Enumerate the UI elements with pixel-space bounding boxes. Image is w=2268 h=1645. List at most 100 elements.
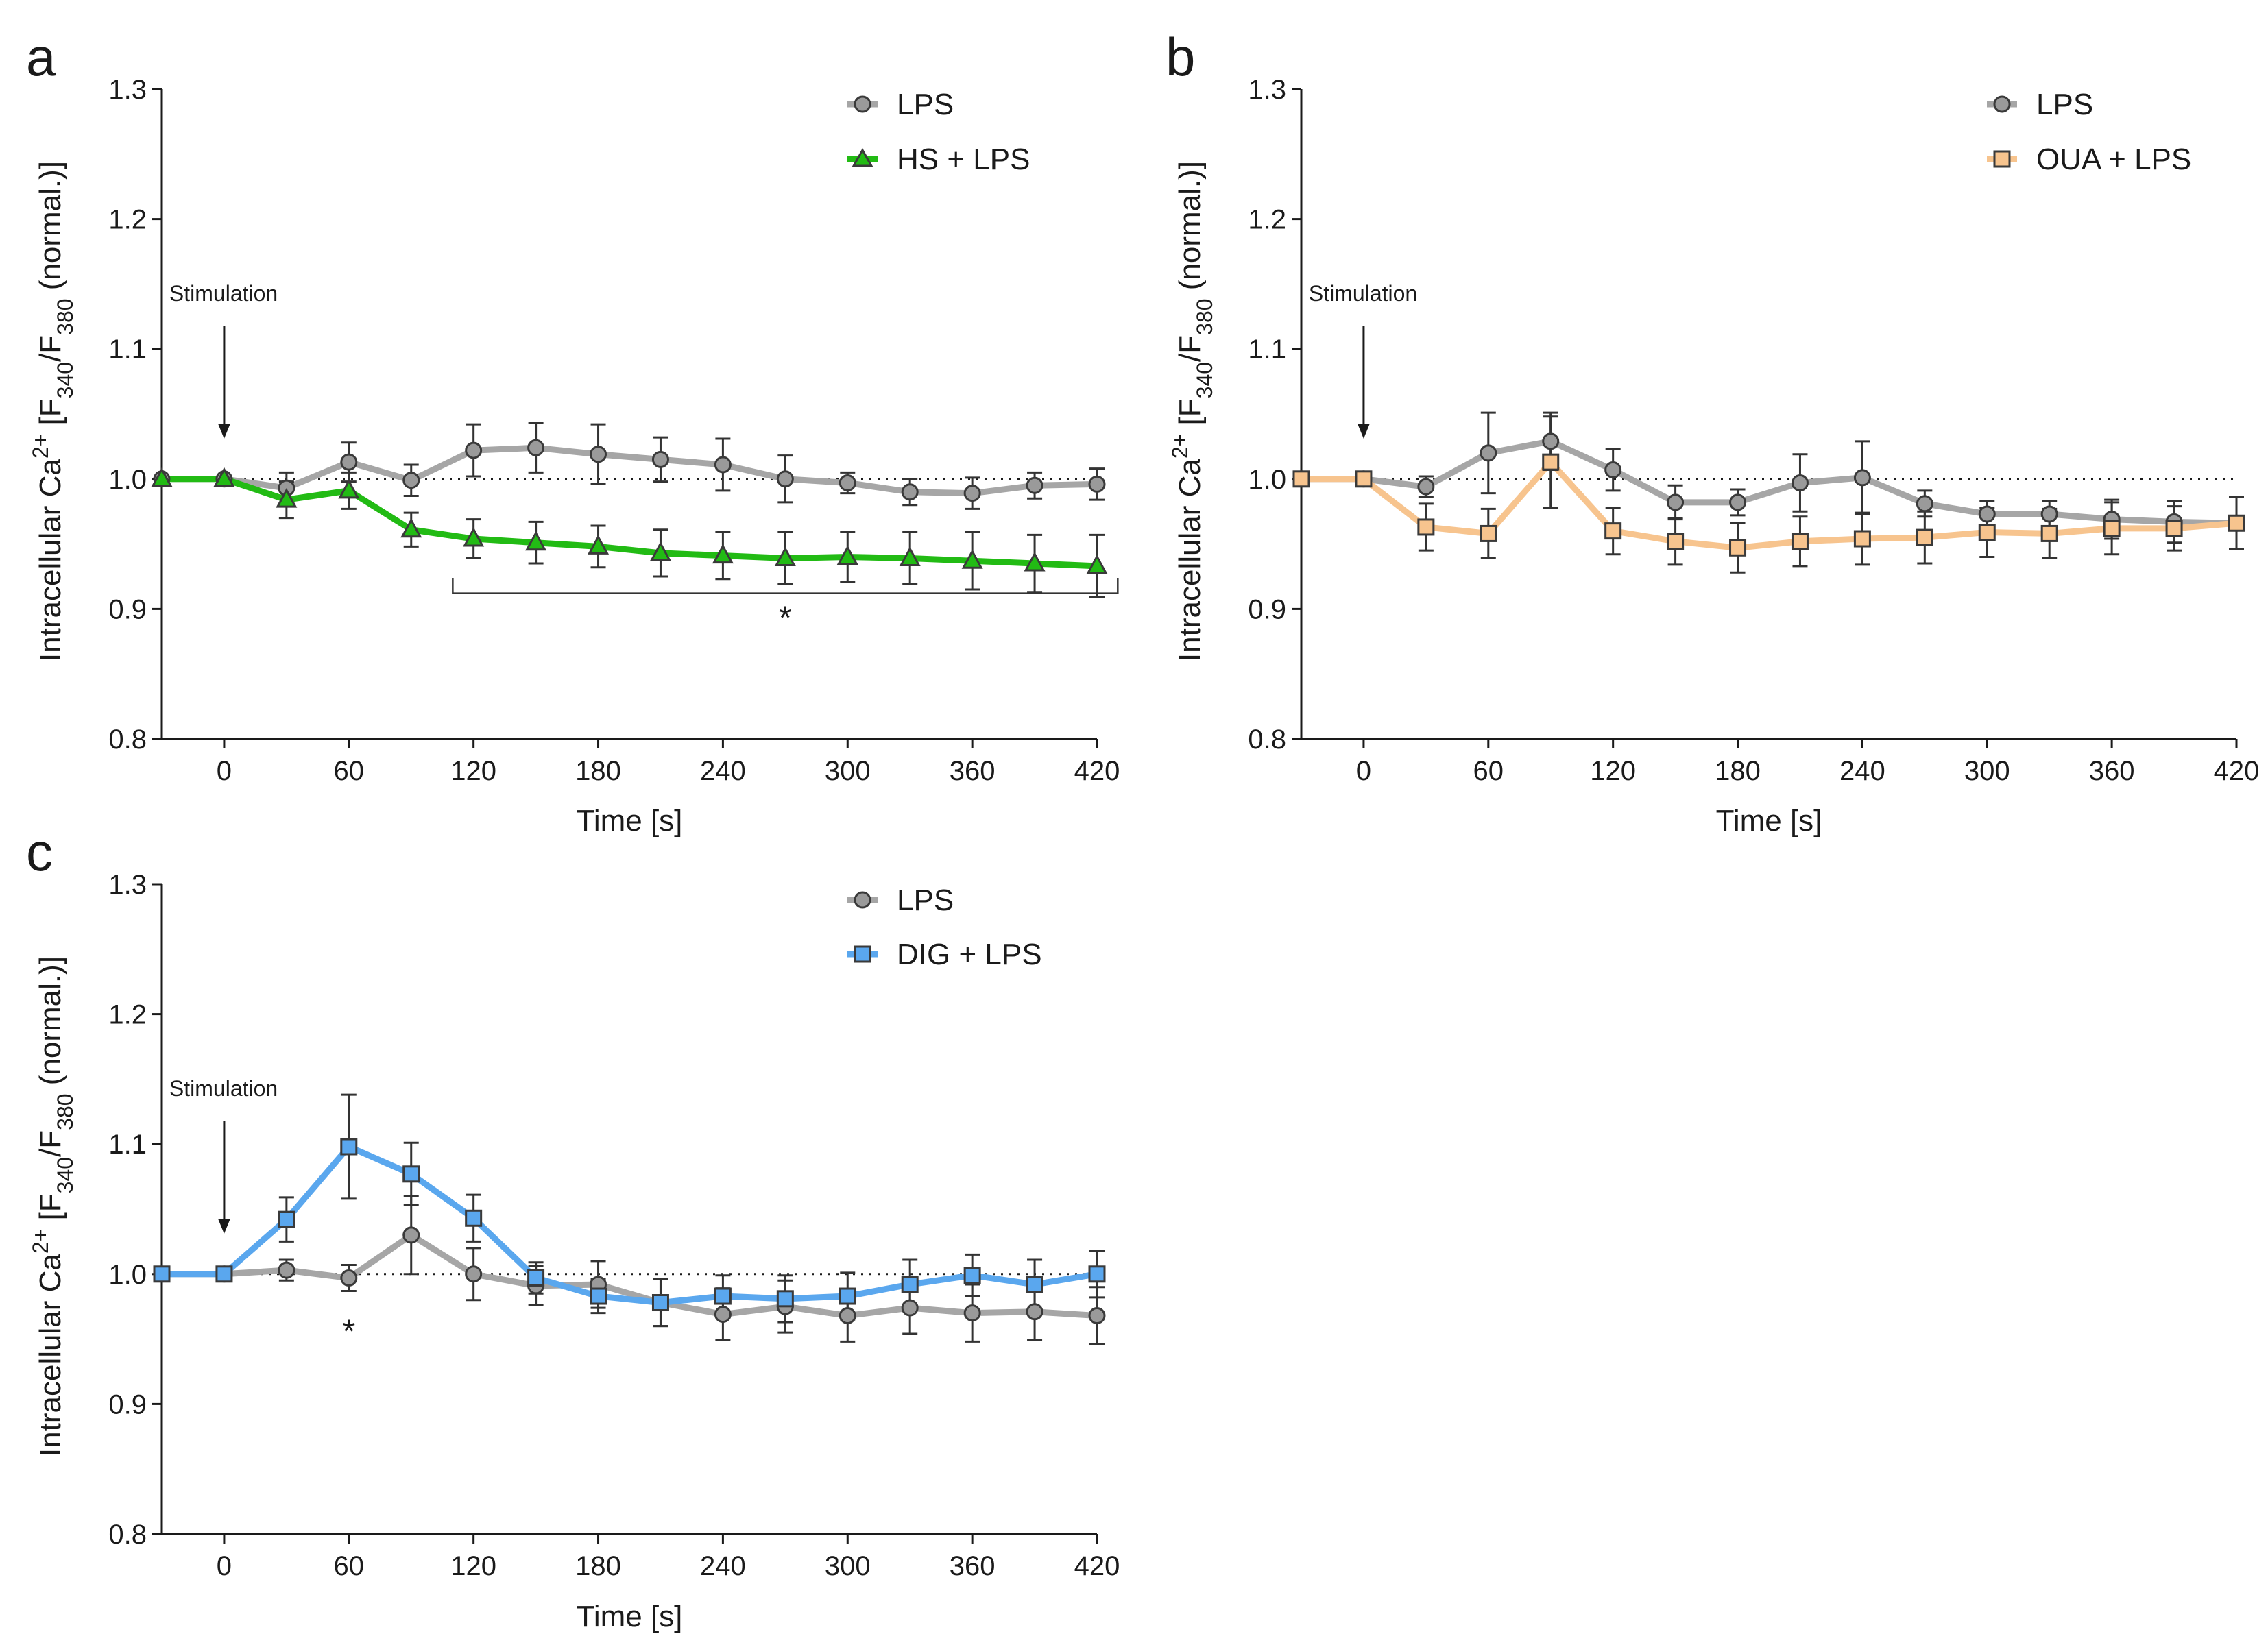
panel-c-series-dig-lps-point bbox=[839, 1287, 856, 1305]
panel-c-series-lps-point bbox=[278, 1261, 295, 1279]
panel-a-x-tick-label: 120 bbox=[450, 756, 496, 786]
panel-c-x-tick-label: 300 bbox=[825, 1551, 871, 1581]
panel-c-series-dig-lps-point bbox=[901, 1276, 919, 1293]
panel-a-series-hs-lps-line bbox=[158, 476, 1100, 570]
panel-b-y-tick-label: 1.0 bbox=[1248, 465, 1286, 495]
panel-b-x-axis-title: Time [s] bbox=[1716, 804, 1822, 838]
panel-b-x-tick-label: 240 bbox=[1839, 756, 1885, 786]
panel-a-significance-bracket bbox=[452, 578, 1119, 594]
panel-c-letter: c bbox=[26, 822, 53, 882]
panel-c-plot: 0.8 0.9 1.0 1.1 1.2 1.3 0 60 120 180 240 300 360 420 S… bbox=[108, 870, 1120, 1581]
panel-b-x-tick-label: 60 bbox=[1473, 756, 1504, 786]
panel-c-series-dig-lps-point bbox=[963, 1267, 981, 1284]
panel-b-series-lps-point bbox=[1916, 495, 1933, 513]
panel-c-series-lps-line bbox=[158, 1232, 1100, 1319]
panel-c-x-axis-title: Time [s] bbox=[577, 1600, 683, 1633]
panel-a-series-hs-lps-point bbox=[151, 467, 173, 487]
panel-b-x-tick-label: 360 bbox=[2089, 756, 2135, 786]
panel-a-series-hs-lps-point bbox=[463, 526, 485, 547]
panel-b-legend: LPS OUA + LPS bbox=[1987, 88, 2191, 176]
panel-a-x-tick-label: 60 bbox=[334, 756, 365, 786]
panel-b-series-oua-lps-point bbox=[1791, 533, 1809, 550]
panel-a-x-tick-label: 180 bbox=[575, 756, 621, 786]
panel-a-legend-hs-label: HS + LPS bbox=[897, 143, 1030, 176]
panel-c-legend: LPS DIG + LPS bbox=[847, 884, 1042, 971]
panel-a-series-lps-point bbox=[402, 472, 420, 489]
panel-b-series-lps-point bbox=[1978, 505, 1996, 523]
panel-a-stimulation-label: Stimulation bbox=[169, 281, 278, 306]
panel-b-series-oua-lps-point bbox=[1667, 533, 1685, 550]
panel-b-y-tick-label: 1.2 bbox=[1248, 205, 1286, 235]
panel-a-series-lps-point bbox=[776, 470, 794, 488]
panel-c-series-dig-lps-point bbox=[465, 1209, 483, 1227]
panel-a-y-title: Intracellular Ca2+ [F340/F380 (normal.)] bbox=[28, 161, 77, 661]
panel-c-stimulation-arrow-head bbox=[217, 1219, 230, 1234]
panel-a-series-lps-point bbox=[340, 453, 358, 471]
panel-c-series-lps-point bbox=[714, 1306, 732, 1324]
panel-c-series-lps-point bbox=[465, 1265, 483, 1283]
panel-b-series-oua-lps-point bbox=[2103, 520, 2121, 537]
panel-a-series-lps-point bbox=[1026, 476, 1043, 494]
panel-a-series-hs-lps-point bbox=[774, 546, 796, 566]
panel-b-series-oua-lps-point bbox=[1916, 528, 1933, 546]
panel-c-x-tick-label: 360 bbox=[950, 1551, 996, 1581]
panel-a-y-tick-label: 1.0 bbox=[108, 465, 147, 495]
panel-c-y-axis-title: Intracellular Ca2+ [F340/F380 (normal.)] bbox=[28, 956, 77, 1457]
panel-a-y-tick-label: 1.3 bbox=[108, 75, 147, 105]
panel-c-x-tick-label: 0 bbox=[217, 1551, 232, 1581]
panel-b-legend-lps-marker bbox=[1993, 95, 2011, 113]
panel-b-series-oua-lps-point bbox=[1978, 524, 1996, 541]
panel-c-series-lps-point bbox=[1088, 1306, 1106, 1324]
panel-a: a Intracellular Ca2+ [F340/F380 (normal.… bbox=[26, 27, 1120, 838]
panel-a-x-axis-title: Time [s] bbox=[577, 804, 683, 838]
panel-b-series-lps-point bbox=[1791, 474, 1809, 491]
panel-a-legend-lps-label: LPS bbox=[897, 88, 954, 121]
panel-b-y-axis-title: Intracellular Ca2+ [F340/F380 (normal.)] bbox=[1168, 161, 1217, 661]
panel-b-x-tick-label: 0 bbox=[1356, 756, 1371, 786]
panel-c-x-tick-label: 120 bbox=[450, 1551, 496, 1581]
panel-a-series-lps-point bbox=[465, 441, 483, 459]
panel-a-legend-lps-marker bbox=[854, 95, 871, 113]
panel-c-stimulation-label: Stimulation bbox=[169, 1076, 278, 1101]
panel-c-series-dig-lps-point bbox=[340, 1138, 358, 1156]
panel-c-series-dig-lps-point bbox=[527, 1269, 545, 1287]
panel-c-series-dig-lps-point bbox=[1026, 1276, 1043, 1293]
panel-c-legend-lps-label: LPS bbox=[897, 884, 954, 917]
panel-c: c Intracellular Ca2+ [F340/F380 (normal.… bbox=[26, 822, 1120, 1633]
panel-b-x-tick-label: 300 bbox=[1964, 756, 2010, 786]
panel-b-legend-oua-marker bbox=[1993, 150, 2011, 168]
panel-b-letter: b bbox=[1166, 27, 1195, 87]
panel-b-series-oua-lps-point bbox=[1542, 453, 1560, 471]
panel-c-x-tick-label: 180 bbox=[575, 1551, 621, 1581]
panel-b-series-oua-lps-point bbox=[1480, 524, 1497, 542]
panel-a-series-hs-lps-point bbox=[961, 549, 983, 569]
panel-a-series-lps-point bbox=[590, 446, 607, 463]
panel-b-plot: 0.8 0.9 1.0 1.1 1.2 1.3 0 60 120 180 240 300 360 420 S… bbox=[1248, 75, 2259, 786]
panel-b-stimulation-label: Stimulation bbox=[1309, 281, 1417, 306]
panel-a-series-hs-lps-point bbox=[338, 478, 360, 499]
panel-a-series-hs-lps-point bbox=[1086, 554, 1108, 574]
panel-c-series-dig-lps-point bbox=[278, 1210, 295, 1228]
panel-b-x-tick-label: 120 bbox=[1590, 756, 1636, 786]
panel-b-x-tick-label: 180 bbox=[1715, 756, 1761, 786]
panel-b-series-oua-lps-point bbox=[1853, 530, 1871, 548]
panel-a-x-tick-label: 300 bbox=[825, 756, 871, 786]
panel-c-series-dig-lps-point bbox=[776, 1290, 794, 1308]
panel-a-letter: a bbox=[26, 27, 56, 87]
panel-c-series-dig-lps-point bbox=[714, 1287, 732, 1305]
panel-a-x-tick-label: 0 bbox=[217, 756, 232, 786]
panel-a-series-lps-point bbox=[714, 456, 732, 474]
panel-a-series-hs-lps-point bbox=[276, 487, 298, 508]
panel-c-legend-lps-marker bbox=[854, 891, 871, 909]
panel-c-y-tick-label: 1.0 bbox=[108, 1260, 147, 1290]
panel-c-series-dig-lps-point bbox=[590, 1287, 607, 1305]
panel-a-y-tick-label: 0.9 bbox=[108, 594, 147, 624]
panel-b-series-lps-point bbox=[1542, 432, 1560, 450]
panel-b-series-lps-point bbox=[1853, 469, 1871, 487]
panel-c-series-lps-point bbox=[1026, 1303, 1043, 1321]
panel-b-series-oua-lps-point bbox=[1292, 470, 1310, 488]
panel-b-series-oua-lps-point bbox=[2040, 524, 2058, 542]
panel-c-significance-star: * bbox=[342, 1313, 355, 1350]
panel-c-series-lps-point bbox=[340, 1269, 358, 1287]
